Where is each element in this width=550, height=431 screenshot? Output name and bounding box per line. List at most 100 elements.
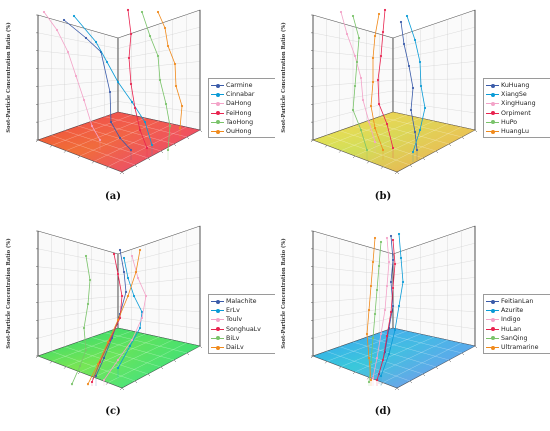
legend-label: Indigo: [501, 316, 521, 324]
series-marker: [102, 356, 106, 360]
legend-swatch: [211, 344, 224, 351]
series-marker: [409, 108, 413, 112]
x-tick: [366, 161, 370, 164]
series-marker: [82, 326, 86, 330]
series-marker: [361, 98, 365, 102]
legend-item: DaiLv: [211, 343, 275, 352]
series-marker: [62, 18, 66, 22]
legend-swatch: [211, 128, 224, 135]
floor-shade: [38, 112, 200, 172]
legend-swatch: [211, 335, 224, 342]
series-marker: [387, 352, 391, 356]
y-tick: [160, 366, 164, 370]
panel-plot-1: Soot-Particle Concentration Ratio (%): [280, 8, 478, 175]
legend-label: HuangLu: [501, 128, 529, 136]
series-Toulv: [102, 254, 148, 386]
series-marker: [411, 86, 415, 90]
legend-swatch: [486, 344, 499, 351]
series-marker: [389, 280, 393, 284]
legend-item: TaoHong: [211, 118, 275, 127]
x-tick: [119, 171, 123, 175]
legend-item: SonghuaLv: [211, 325, 275, 334]
legend-label: Carmine: [226, 82, 253, 90]
series-marker: [86, 302, 90, 306]
x-tick: [119, 387, 123, 391]
floor-shade: [313, 328, 475, 388]
legend-swatch: [486, 100, 499, 107]
series-marker: [373, 126, 377, 130]
y-tick: [147, 157, 151, 161]
legend-label: SonghuaLv: [226, 325, 261, 333]
series-marker: [418, 60, 422, 64]
x-tick: [324, 361, 328, 364]
series-marker: [371, 80, 375, 84]
series-marker: [140, 316, 144, 320]
series-marker: [367, 356, 371, 360]
legend-swatch: [211, 82, 224, 89]
y-axis-title: Soot-Particle Concentration Ratio (%): [280, 22, 287, 132]
x-tick: [394, 387, 398, 391]
panel-b: Soot-Particle Concentration Ratio (%) KuH…: [275, 0, 550, 215]
series-marker: [72, 14, 76, 18]
series-marker: [383, 308, 387, 312]
series-marker: [116, 318, 120, 322]
panel-d: Soot-Particle Concentration Ratio (%) Fei…: [275, 216, 550, 431]
series-marker: [399, 256, 403, 260]
legend-swatch: [211, 326, 224, 333]
legend-label: Ultramarine: [501, 344, 539, 352]
y-tick: [448, 359, 452, 363]
y-tick: [422, 157, 426, 161]
series-marker: [371, 376, 375, 380]
series-marker: [118, 136, 122, 140]
legend-swatch: [486, 298, 499, 305]
series-marker: [55, 28, 59, 32]
legend-swatch: [486, 307, 499, 314]
x-tick: [77, 371, 81, 375]
legend-item: Azurite: [486, 306, 550, 315]
legend-item: FeiHong: [211, 109, 275, 118]
legend: FeitianLan Azurite Indigo HuLan SanQing Ultra…: [483, 294, 550, 355]
legend-label: DaiLv: [226, 344, 244, 352]
y-tick: [186, 352, 190, 356]
legend-label: HuPo: [501, 118, 518, 126]
legend-swatch: [211, 91, 224, 98]
series-marker: [393, 262, 397, 266]
series-marker: [136, 276, 140, 280]
y-tick: [396, 171, 400, 175]
series-marker: [158, 78, 162, 82]
legend-swatch: [211, 100, 224, 107]
legend-item: Orpiment: [486, 109, 550, 118]
series-marker: [397, 304, 401, 308]
legend-label: BiLv: [226, 334, 240, 342]
y-tick: [121, 387, 125, 391]
series-marker: [401, 280, 405, 284]
series-marker: [373, 34, 377, 38]
series-ErLv: [116, 256, 144, 378]
x-tick: [352, 371, 356, 375]
series-marker: [122, 270, 126, 274]
series-marker: [174, 84, 178, 88]
series-marker: [126, 294, 130, 298]
series-marker: [138, 248, 142, 252]
panel-c: Soot-Particle Concentration Ratio (%) Mal…: [0, 216, 275, 431]
y-tick: [147, 373, 151, 377]
series-marker: [143, 120, 147, 124]
x-tick: [366, 377, 370, 380]
series-marker: [166, 44, 170, 48]
series-marker: [86, 382, 90, 386]
series-marker: [66, 50, 70, 54]
series-marker: [418, 128, 422, 132]
y-tick: [435, 366, 439, 370]
legend-label: SanQing: [501, 334, 528, 342]
legend-item: HuLan: [486, 325, 550, 334]
legend: KuHuang XiangSe XingHuang Orpiment HuPo Huang…: [483, 78, 550, 139]
series-marker: [102, 378, 106, 382]
panel-plot-3: Soot-Particle Concentration Ratio (%): [280, 225, 478, 391]
legend-label: Cinnabar: [226, 91, 255, 99]
series-marker: [156, 10, 160, 14]
series-marker: [70, 382, 74, 386]
legend-item: HuPo: [486, 118, 550, 127]
legend-swatch: [486, 335, 499, 342]
wall-grid: [312, 14, 476, 136]
series-marker: [397, 232, 401, 236]
